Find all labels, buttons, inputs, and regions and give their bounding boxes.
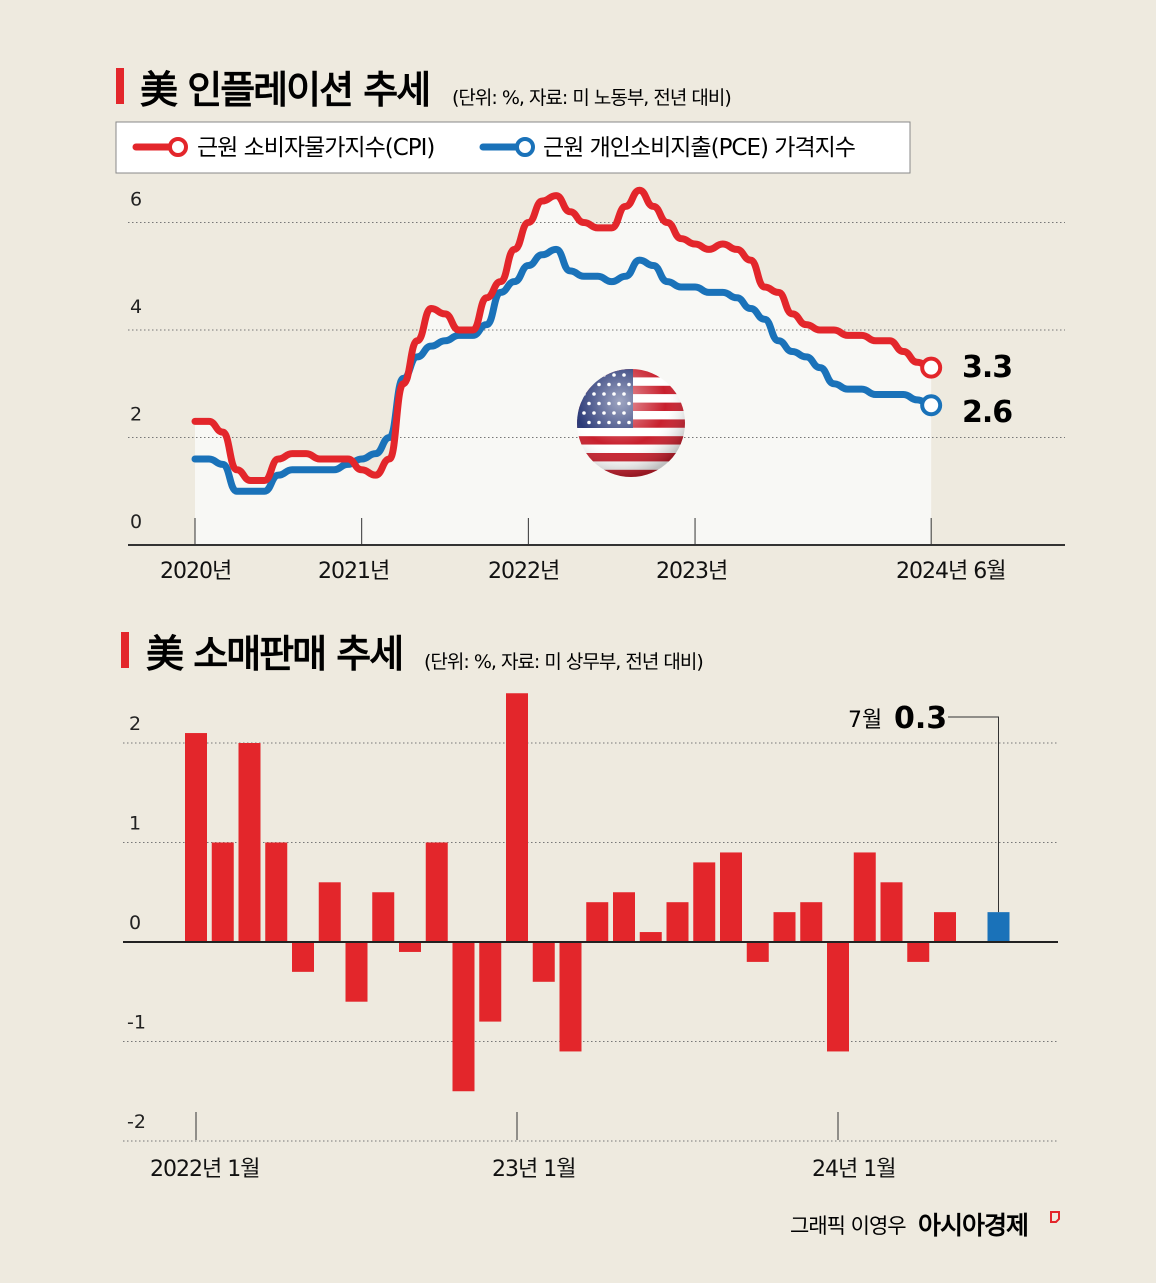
chart1-legend: 근원 소비자물가지수(CPI) 근원 개인소비지출(PCE) 가격지수	[115, 121, 911, 174]
bar	[185, 733, 207, 942]
brand-logo: 아시아경제	[918, 1211, 1028, 1240]
chart1-subtitle: (단위: %, 자료: 미 노동부, 전년 대비)	[452, 87, 731, 109]
chart2-subtitle: (단위: %, 자료: 미 상무부, 전년 대비)	[424, 651, 703, 673]
bar	[853, 852, 876, 942]
x-tick-label: 23년 1월	[492, 1157, 575, 1182]
y-tick-label: 4	[130, 296, 142, 318]
chart1-title: 美 인플레이션 추세	[140, 68, 429, 112]
bar	[559, 942, 582, 1052]
title-accent-bar	[121, 632, 129, 668]
y-tick-label: 1	[129, 813, 141, 835]
bar	[372, 892, 395, 942]
bar	[345, 942, 368, 1002]
bar	[506, 693, 528, 942]
bar	[586, 902, 609, 942]
x-tick-label: 2022년 1월	[150, 1157, 259, 1182]
pce-marker-icon	[515, 137, 535, 157]
y-tick-label: 0	[130, 511, 142, 533]
bar	[800, 902, 823, 942]
brand-logo-icon	[1050, 1211, 1060, 1223]
bar	[452, 942, 475, 1092]
chart2-title: 美 소매판매 추세	[146, 632, 402, 676]
chart2-plot: 2 1 0 -1 -2 2022년 1월 23년 1월 24년 1월	[123, 693, 1058, 1182]
bar	[399, 942, 421, 952]
x-tick-label: 2024년 6월	[896, 559, 1005, 584]
y-tick-label: 0	[129, 912, 141, 934]
july-annotation: 7월 0.3	[848, 701, 999, 913]
bar	[639, 932, 662, 942]
series-line-pce	[191, 245, 935, 495]
bar	[211, 842, 234, 942]
bar	[425, 842, 448, 942]
bar	[265, 842, 288, 942]
bar	[720, 852, 742, 942]
x-tick-label: 2022년	[488, 559, 559, 584]
bar	[907, 942, 930, 962]
pce-end-label: 2.6	[962, 395, 1012, 430]
bar	[693, 862, 716, 942]
x-tick-label: 2023년	[656, 559, 727, 584]
series-end-marker	[920, 356, 943, 379]
bar	[238, 743, 261, 942]
bar	[666, 902, 689, 942]
bar	[827, 942, 849, 1052]
cpi-end-label: 3.3	[962, 350, 1012, 385]
x-tick-label: 2021년	[318, 559, 389, 584]
y-tick-label: 2	[130, 404, 142, 426]
cpi-marker-icon	[168, 137, 188, 157]
x-tick-label: 2020년	[160, 559, 231, 584]
bar	[773, 912, 796, 942]
y-tick-label: 6	[130, 189, 142, 211]
annotation-value: 0.3	[894, 701, 947, 736]
annotation-month: 7월	[848, 708, 882, 733]
bar	[613, 892, 635, 942]
y-tick-label: -2	[127, 1111, 146, 1133]
bar	[880, 882, 903, 942]
bar	[987, 912, 1010, 942]
y-tick-label: 2	[129, 713, 141, 735]
plot-area-fill	[195, 190, 932, 545]
x-tick-label: 24년 1월	[812, 1157, 895, 1182]
bar	[292, 942, 314, 972]
bar	[746, 942, 769, 962]
bar	[934, 912, 956, 942]
title-accent-bar	[116, 68, 124, 104]
y-tick-label: -1	[127, 1012, 146, 1034]
graphic-credit: 그래픽 이영우	[790, 1214, 906, 1238]
chart1-plot: 0 2 4 6 2020년 2021년 2022년 2023년 2024년 6월	[128, 186, 1065, 584]
bar	[479, 942, 502, 1022]
legend-pce: 근원 개인소비지출(PCE) 가격지수	[543, 135, 855, 161]
legend-cpi: 근원 소비자물가지수(CPI)	[197, 135, 434, 161]
series-line-cpi	[191, 186, 935, 484]
bar	[532, 942, 555, 982]
bar	[318, 882, 341, 942]
series-end-marker	[920, 394, 943, 417]
